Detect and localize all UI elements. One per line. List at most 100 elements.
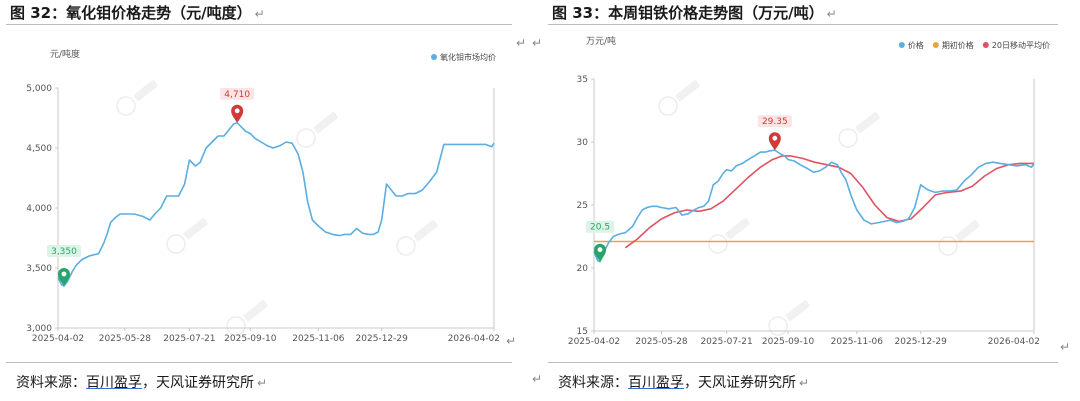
y-tick-label: 3,000 xyxy=(26,324,52,334)
legend-label: 期初价格 xyxy=(942,40,974,50)
line-chart: 元/吨度 3,000 3,500 4,000 4,500 5,000 2025-04-02 2… xyxy=(26,48,500,344)
watermark-ring xyxy=(938,236,958,256)
chart-panel-molybdenum-oxide: 图 32：氧化钼价格走势（元/吨度） ↵ 元/吨度 3,000 3,500 4,000 4… xyxy=(6,0,534,401)
watermark-ring xyxy=(116,96,136,116)
legend-swatch xyxy=(932,42,939,48)
max-value-marker: 29.35 xyxy=(757,115,792,151)
value-label: 3,350 xyxy=(51,247,77,257)
y-tick-label: 35 xyxy=(577,75,588,85)
watermark-icon xyxy=(166,218,208,254)
series-line xyxy=(57,122,495,287)
pin-hole xyxy=(597,247,603,253)
source-note: 资料来源：百川盈孚，天风证券研究所 ↵ xyxy=(558,372,809,392)
value-label-bg xyxy=(46,245,81,257)
x-tick-label: 2026-04-02 xyxy=(988,337,1040,347)
x-tick-label: 2025-04-02 xyxy=(32,334,84,344)
return-mark: ↵ xyxy=(799,376,810,390)
figure-title: 图 33：本周钼铁价格走势图（万元/吨） ↵ xyxy=(552,2,837,23)
top-rule xyxy=(548,24,1058,25)
watermark-icon xyxy=(708,218,750,254)
pin-icon xyxy=(57,268,70,286)
y-tick-label: 4,500 xyxy=(26,144,52,154)
legend-swatch xyxy=(898,42,905,48)
value-label: 29.35 xyxy=(762,117,788,127)
x-tick-label: 2025-09-10 xyxy=(224,334,277,344)
top-rule xyxy=(6,24,512,25)
y-tick-label: 30 xyxy=(577,138,589,148)
y-tick-label: 4,000 xyxy=(26,204,52,214)
y-axis-unit-label: 万元/吨 xyxy=(586,35,616,47)
legend-label: 氧化钼市场均价 xyxy=(440,52,496,62)
x-tick-label: 2025-05-28 xyxy=(99,334,152,344)
return-mark: ↵ xyxy=(1060,340,1071,354)
watermark-bar xyxy=(725,218,750,239)
legend-label: 20日移动平均价 xyxy=(992,40,1050,50)
y-tick-label: 5,000 xyxy=(26,84,52,94)
pin-icon xyxy=(768,132,781,151)
x-tick-label: 2025-11-06 xyxy=(292,334,345,344)
y-tick-label: 15 xyxy=(577,327,588,337)
return-mark: ↵ xyxy=(257,376,268,390)
x-tick-label: 2026-04-02 xyxy=(448,334,500,344)
watermark-icon xyxy=(838,112,880,148)
line-chart: 万元/吨 15 20 25 30 35 2025-04-02 2025-05-28 2025-0… xyxy=(568,35,1050,347)
watermark-ring xyxy=(838,128,858,148)
watermark-bar xyxy=(855,112,880,133)
watermark-bar xyxy=(955,220,980,241)
value-label: 4,710 xyxy=(224,90,250,100)
value-label-bg xyxy=(220,87,255,100)
min-value-marker: 20.5 xyxy=(585,220,615,262)
x-tick-label: 2025-09-10 xyxy=(762,337,815,347)
return-mark: ↵ xyxy=(254,7,265,21)
figure-title-text: 图 32：氧化钼价格走势（元/吨度） xyxy=(10,4,252,22)
watermark-ring xyxy=(708,234,728,254)
x-tick-label: 2025-07-21 xyxy=(163,334,215,344)
figure-title-text: 图 33：本周钼铁价格走势图（万元/吨） xyxy=(552,4,824,22)
value-label-bg xyxy=(585,220,615,233)
pin-hole xyxy=(234,108,240,114)
source-highlight: 百川盈孚 xyxy=(86,375,142,391)
series-line xyxy=(624,155,1034,249)
pin-icon xyxy=(594,243,607,262)
chart-panel-ferromolybdenum: 图 33：本周钼铁价格走势图（万元/吨） ↵ 万元/吨 15 20 25 30 35 2025… xyxy=(532,0,1076,401)
x-tick-label: 2025-11-06 xyxy=(831,337,884,347)
return-mark: ↵ xyxy=(826,7,837,21)
source-prefix: 资料来源： xyxy=(558,375,628,391)
watermark-bar xyxy=(183,218,208,239)
watermark-bar xyxy=(785,300,810,321)
return-mark: ↵ xyxy=(532,36,543,50)
watermark-icon xyxy=(768,300,810,336)
watermark-icon xyxy=(226,300,268,336)
x-tick-label: 2025-07-21 xyxy=(700,337,752,347)
pin-icon xyxy=(231,104,244,123)
y-tick-label: 3,500 xyxy=(26,264,52,274)
x-tick-label: 2025-12-29 xyxy=(356,334,409,344)
watermark-bar xyxy=(243,300,268,321)
y-tick-label: 25 xyxy=(577,201,588,211)
pin-hole xyxy=(61,271,67,277)
source-suffix: ，天风证券研究所 xyxy=(684,375,796,391)
watermark-bar xyxy=(313,112,338,133)
y-axis-unit-label: 元/吨度 xyxy=(50,48,80,60)
source-prefix: 资料来源： xyxy=(16,375,86,391)
series-line xyxy=(593,149,1035,263)
x-tick-label: 2025-04-02 xyxy=(568,337,620,347)
figure-title: 图 32：氧化钼价格走势（元/吨度） ↵ xyxy=(10,2,265,23)
pin-hole xyxy=(772,135,778,141)
watermark-icon xyxy=(116,80,158,116)
watermark-ring xyxy=(296,128,316,148)
legend-label: 价格 xyxy=(908,40,924,50)
watermark-ring xyxy=(658,96,678,116)
source-highlight: 百川盈孚 xyxy=(628,375,684,391)
watermark-bar xyxy=(133,80,158,101)
x-tick-label: 2025-12-29 xyxy=(895,337,948,347)
return-mark: ↵ xyxy=(532,372,543,386)
watermark-ring xyxy=(396,236,416,256)
source-suffix: ，天风证券研究所 xyxy=(142,375,254,391)
watermark-ring xyxy=(166,234,186,254)
watermark-ring xyxy=(768,316,788,336)
max-value-marker: 4,710 xyxy=(220,87,255,123)
y-tick-label: 20 xyxy=(577,264,589,274)
x-tick-label: 2025-05-28 xyxy=(635,337,688,347)
watermark-bar xyxy=(675,80,700,101)
